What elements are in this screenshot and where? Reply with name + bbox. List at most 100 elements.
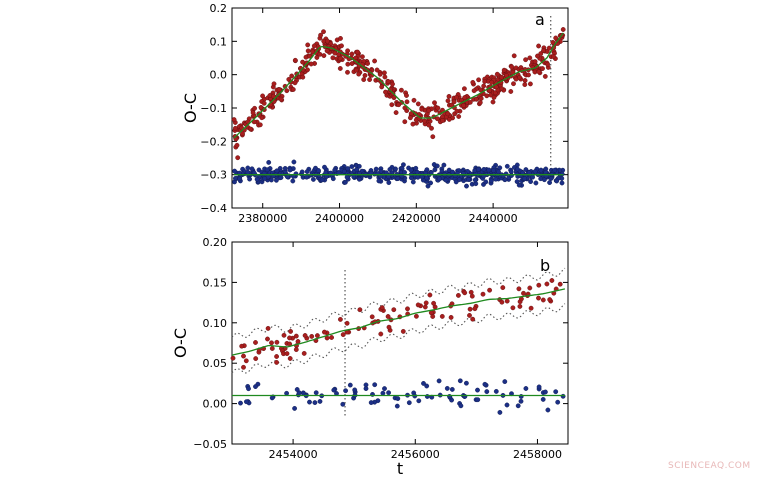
red-point — [510, 305, 516, 311]
model-curve-a — [233, 32, 564, 139]
panel-b-ticks: 2454000 2456000 2458000 −0.05 0.00 0.05 0.10 0.… — [193, 236, 568, 461]
blue-point — [386, 390, 391, 396]
blue-point — [441, 162, 447, 168]
red-point — [472, 306, 478, 312]
panel-b-xlabel: t — [397, 459, 403, 478]
red-point — [544, 281, 550, 287]
red-point — [271, 93, 276, 99]
blue-point — [555, 399, 561, 405]
red-point — [324, 38, 330, 44]
red-point — [300, 59, 305, 65]
blue-point — [342, 179, 348, 185]
red-point — [462, 290, 468, 296]
blue-point — [382, 386, 387, 391]
blue-point — [419, 174, 425, 180]
red-point — [467, 306, 473, 312]
blue-point — [243, 399, 249, 405]
blue-point — [410, 179, 416, 185]
blue-point — [310, 176, 316, 182]
blue-point — [386, 180, 392, 186]
red-point — [391, 307, 397, 313]
blue-point — [394, 403, 400, 409]
blue-point — [313, 390, 319, 396]
red-point — [440, 118, 445, 123]
blue-point — [437, 176, 442, 182]
red-point — [422, 118, 427, 124]
blue-point — [515, 403, 521, 409]
red-point — [415, 302, 421, 308]
red-point — [269, 340, 274, 346]
red-point — [546, 45, 552, 51]
red-point — [311, 43, 317, 49]
blue-point — [372, 382, 378, 388]
blue-point — [312, 400, 318, 405]
red-point — [241, 353, 246, 359]
blue-point — [449, 386, 455, 392]
blue-point — [352, 387, 358, 393]
red-point — [356, 71, 362, 77]
red-point — [551, 54, 556, 59]
red-point — [265, 325, 271, 331]
blue-point — [340, 401, 346, 407]
red-point — [310, 49, 315, 55]
blue-point — [387, 166, 393, 172]
x-tick-label-b-0: 2454000 — [269, 448, 318, 461]
blue-point — [253, 384, 258, 389]
blue-point — [456, 177, 462, 183]
red-point — [489, 79, 495, 85]
blue-point — [245, 165, 251, 171]
red-point — [257, 122, 263, 128]
blue-point — [466, 177, 471, 183]
red-point — [535, 53, 540, 59]
red-point — [234, 142, 240, 148]
blue-point — [408, 167, 414, 173]
red-point — [476, 77, 481, 83]
red-point — [423, 300, 429, 306]
blue-point — [475, 397, 481, 403]
red-point — [404, 99, 410, 105]
blue-points-b — [238, 378, 566, 415]
red-point — [522, 82, 528, 88]
red-point — [301, 350, 307, 356]
red-point — [509, 64, 515, 70]
blue-point — [344, 174, 350, 180]
y-tick-label-a-6: 0.2 — [210, 2, 228, 15]
y-tick-label-a-0: −0.4 — [200, 202, 227, 215]
red-point — [454, 108, 460, 114]
blue-point — [502, 177, 508, 183]
blue-point — [232, 168, 238, 174]
panel-b: 2454000 2456000 2458000 −0.05 0.00 0.05 0.10 0.… — [171, 236, 569, 478]
blue-point — [343, 388, 348, 394]
x-tick-label-a-1: 2400000 — [315, 212, 364, 225]
red-point — [295, 339, 301, 344]
red-point — [454, 94, 459, 100]
blue-point — [436, 378, 442, 384]
red-point — [532, 59, 538, 64]
red-point — [547, 297, 553, 302]
blue-point — [464, 183, 469, 189]
y-tick-label-b-2: 0.05 — [203, 357, 228, 370]
red-point — [389, 102, 395, 108]
blue-point — [522, 176, 528, 182]
red-point — [473, 96, 479, 102]
blue-point — [245, 169, 251, 175]
red-point — [434, 116, 440, 122]
blue-point — [560, 393, 566, 399]
red-point — [467, 312, 472, 318]
red-point — [536, 43, 541, 49]
red-point — [247, 126, 253, 132]
watermark-text: SCIENCEAQ.COM — [668, 461, 751, 471]
blue-point — [424, 175, 429, 181]
red-point — [536, 295, 541, 301]
blue-point — [292, 405, 297, 411]
red-point — [523, 57, 528, 63]
red-point — [250, 110, 256, 116]
red-point — [284, 351, 290, 356]
red-point — [499, 74, 504, 80]
red-point — [349, 51, 355, 57]
red-point — [329, 335, 334, 340]
blue-point — [354, 167, 360, 173]
red-point — [309, 333, 315, 339]
red-point — [388, 87, 393, 93]
red-point — [527, 285, 533, 291]
